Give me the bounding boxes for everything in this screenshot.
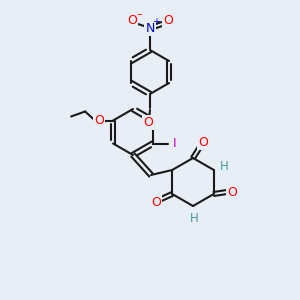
Text: I: I [173,137,177,150]
Text: H: H [190,212,198,224]
Text: O: O [127,14,137,28]
Text: N: N [145,22,155,34]
Text: O: O [198,136,208,148]
Text: +: + [152,17,160,27]
Text: O: O [163,14,173,28]
Text: O: O [227,185,237,199]
Text: O: O [94,114,104,127]
Text: H: H [219,160,228,173]
Text: O: O [151,196,161,208]
Text: –: – [136,9,142,19]
Text: O: O [143,116,153,128]
